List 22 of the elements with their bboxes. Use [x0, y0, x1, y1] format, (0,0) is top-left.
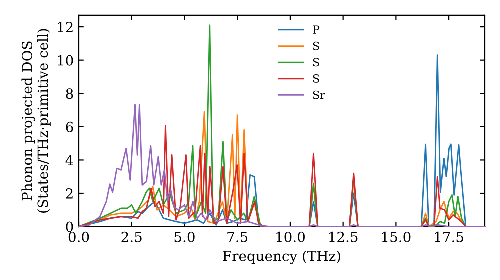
y-tick-label: 12 — [58, 22, 73, 32]
x-axis-title: Frequency (THz) — [223, 250, 340, 264]
legend-label: S — [313, 58, 320, 67]
legend-label: S — [313, 42, 320, 50]
x-tick-label: 17.5 — [435, 232, 464, 242]
x-tick-label: 5.0 — [174, 232, 195, 242]
x-tick-label: 15.0 — [382, 232, 411, 242]
x-tick-label: 7.5 — [228, 232, 248, 242]
legend-label: Sr — [313, 90, 326, 100]
y-tick-label: 8 — [66, 88, 74, 100]
y-axis-title: Phonon projected DOS (States/THz·primitive cell) — [22, 29, 51, 213]
x-tick-label: 2.5 — [122, 232, 142, 242]
x-tick-label: 12.5 — [330, 232, 358, 242]
y-tick-label: 4 — [66, 155, 74, 166]
y-tick-label: 2 — [66, 188, 73, 199]
y-tick-label: 10 — [58, 55, 74, 66]
x-tick-label: 0.0 — [68, 232, 90, 242]
y-tick-label: 0 — [66, 222, 74, 232]
legend-label: P — [313, 26, 320, 34]
y-tick-label: 6 — [66, 122, 74, 132]
x-tick-label: 10.0 — [276, 232, 305, 242]
legend-label: S — [313, 74, 320, 83]
